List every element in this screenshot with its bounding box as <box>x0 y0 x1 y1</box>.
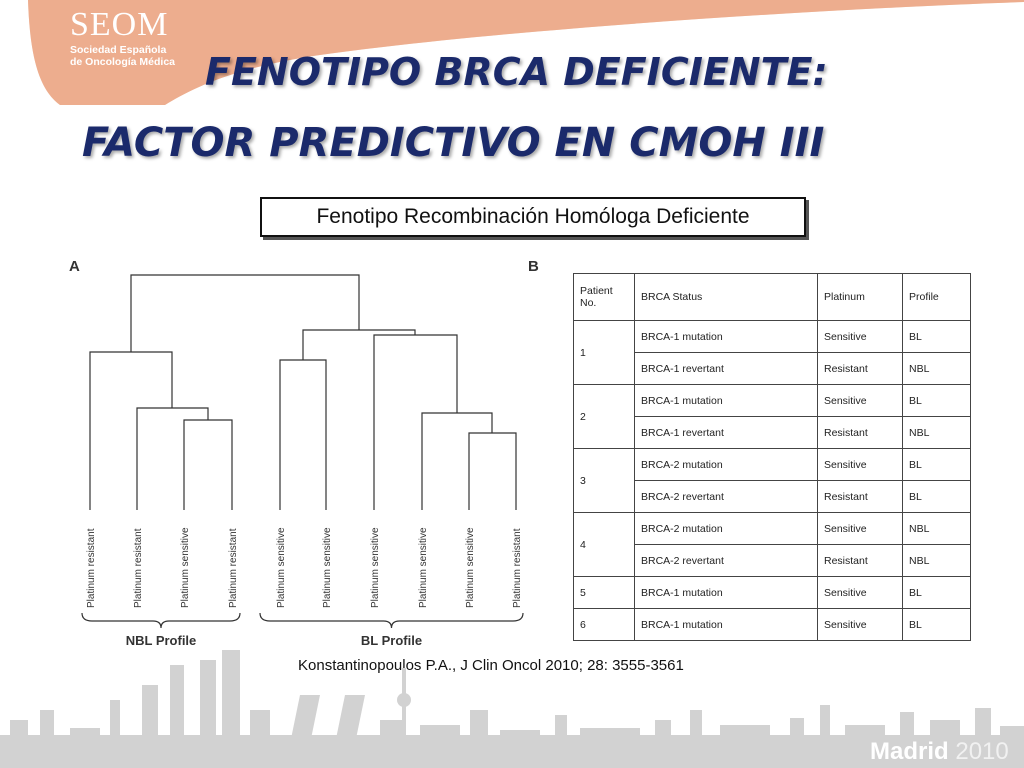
profile-cell: BL <box>902 576 971 609</box>
table-row: 2 BRCA-1 mutation Sensitive BL <box>573 384 971 449</box>
platinum-cell: Resistant <box>817 544 903 577</box>
table-row: BRCA-1 revertant Resistant NBL <box>574 416 971 449</box>
leaf-label: Platinum resistant <box>228 528 239 608</box>
subtitle-text: Fenotipo Recombinación Homóloga Deficien… <box>316 205 750 228</box>
leaf-label: Platinum sensitive <box>418 527 429 608</box>
table-row: 3 BRCA-2 mutation Sensitive BL <box>573 448 971 513</box>
patient-number: 5 <box>573 576 635 609</box>
subtitle-box: Fenotipo Recombinación Homóloga Deficien… <box>260 197 806 237</box>
platinum-cell: Sensitive <box>817 320 903 353</box>
header-banner <box>0 0 1024 105</box>
header-brca-status: BRCA Status <box>634 273 818 321</box>
patient-number: 6 <box>573 608 635 641</box>
dendrogram: Platinum resistant Platinum resistant Plat… <box>81 274 524 648</box>
patient-number: 4 <box>573 512 635 577</box>
city-skyline <box>0 650 1024 768</box>
profile-cell: BL <box>902 480 971 513</box>
platinum-cell: Sensitive <box>817 576 903 609</box>
profile-cell: NBL <box>902 352 971 385</box>
leaf-label: Platinum resistant <box>86 528 97 608</box>
brca-status-cell: BRCA-1 mutation <box>634 608 818 641</box>
patient-table: Patient No. BRCA Status Platinum Profile… <box>573 273 971 641</box>
profile-cell: NBL <box>902 512 971 545</box>
group-brace <box>81 612 241 629</box>
leaf-label: Platinum sensitive <box>276 527 287 608</box>
profile-cell: NBL <box>902 416 971 449</box>
profile-cell: BL <box>902 608 971 641</box>
brca-status-cell: BRCA-1 mutation <box>634 576 818 609</box>
table-row: 4 BRCA-2 mutation Sensitive NBL <box>573 512 971 577</box>
table-row: 5 BRCA-1 mutation Sensitive BL <box>573 576 971 609</box>
patient-number: 1 <box>573 320 635 385</box>
brca-status-cell: BRCA-2 mutation <box>634 512 818 545</box>
profile-cell: BL <box>902 384 971 417</box>
header-platinum: Platinum <box>817 273 903 321</box>
profile-cell: BL <box>902 320 971 353</box>
brca-status-cell: BRCA-2 revertant <box>634 480 818 513</box>
leaf-label: Platinum sensitive <box>180 527 191 608</box>
patient-number: 3 <box>573 448 635 513</box>
patient-number: 2 <box>573 384 635 449</box>
leaf-label: Platinum sensitive <box>465 527 476 608</box>
title-line-1: FENOTIPO BRCA DEFICIENTE: <box>205 50 828 94</box>
platinum-cell: Resistant <box>817 352 903 385</box>
table-row: 6 BRCA-1 mutation Sensitive BL <box>573 608 971 641</box>
footer-city-name: Madrid <box>870 738 949 765</box>
platinum-cell: Sensitive <box>817 448 903 481</box>
platinum-cell: Sensitive <box>817 608 903 641</box>
header-profile: Profile <box>902 273 971 321</box>
logo-line-2: de Oncología Médica <box>70 56 176 68</box>
leaf-label: Platinum resistant <box>512 528 523 608</box>
seom-logo: SEOM Sociedad Española de Oncología Médi… <box>70 6 175 68</box>
title-line-2: FACTOR PREDICTIVO EN CMOH III <box>82 120 825 166</box>
header-patient-no: Patient No. <box>573 273 635 321</box>
leaf-label: Platinum sensitive <box>370 527 381 608</box>
platinum-cell: Sensitive <box>817 384 903 417</box>
group-label: BL Profile <box>361 633 422 648</box>
brca-status-cell: BRCA-2 revertant <box>634 544 818 577</box>
brca-status-cell: BRCA-1 mutation <box>634 320 818 353</box>
table-row: 1 BRCA-1 mutation Sensitive BL <box>573 320 971 385</box>
table-row: BRCA-1 revertant Resistant NBL <box>574 352 971 385</box>
brca-status-cell: BRCA-1 revertant <box>634 416 818 449</box>
group-label: NBL Profile <box>126 633 197 648</box>
footer-year: 2010 <box>955 738 1009 765</box>
logo-wordmark: SEOM <box>70 6 169 43</box>
group-brace <box>259 612 524 629</box>
table-row: BRCA-2 revertant Resistant NBL <box>574 544 971 577</box>
panel-a-label: A <box>69 258 80 275</box>
brca-status-cell: BRCA-1 revertant <box>634 352 818 385</box>
platinum-cell: Resistant <box>817 416 903 449</box>
table-header-row: Patient No. BRCA Status Platinum Profile <box>573 273 971 321</box>
panel-b-label: B <box>528 258 539 275</box>
platinum-cell: Sensitive <box>817 512 903 545</box>
table-row: BRCA-2 revertant Resistant BL <box>574 480 971 513</box>
footer-city: Madrid 2010 <box>870 738 1009 766</box>
platinum-cell: Resistant <box>817 480 903 513</box>
brca-status-cell: BRCA-1 mutation <box>634 384 818 417</box>
citation: Konstantinopoulos P.A., J Clin Oncol 201… <box>298 657 684 674</box>
leaf-label: Platinum resistant <box>133 528 144 608</box>
profile-cell: NBL <box>902 544 971 577</box>
profile-cell: BL <box>902 448 971 481</box>
brca-status-cell: BRCA-2 mutation <box>634 448 818 481</box>
leaf-label: Platinum sensitive <box>322 527 333 608</box>
logo-line-1: Sociedad Española <box>70 44 167 56</box>
